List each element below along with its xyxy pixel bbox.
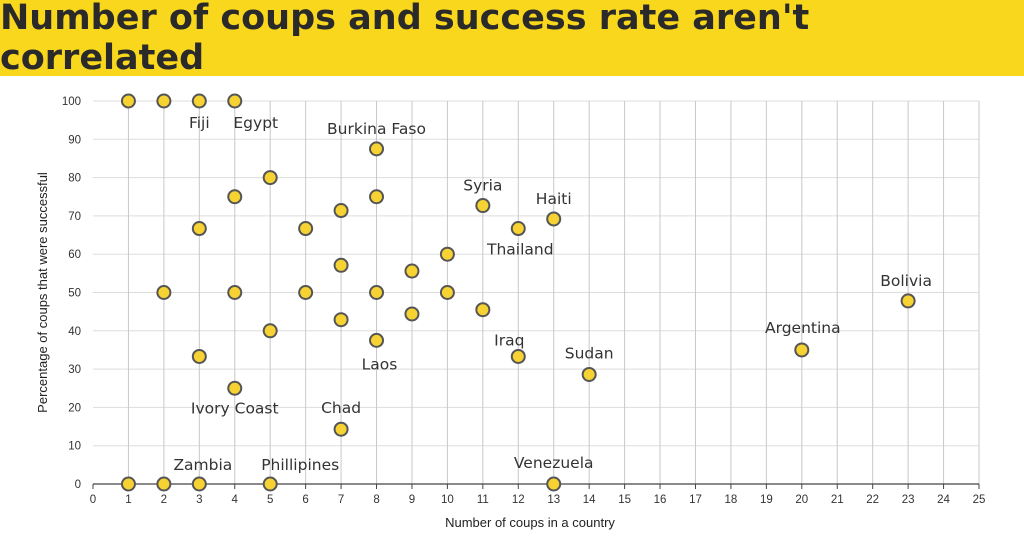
data-point [191, 348, 207, 364]
x-tick-label: 22 [866, 494, 879, 506]
data-point [510, 221, 526, 237]
data-point [369, 332, 385, 348]
x-tick-label: 18 [725, 494, 738, 506]
point-annotation: Egypt [233, 114, 278, 132]
title-banner: Number of coups and success rate aren't … [0, 0, 1024, 78]
data-point [404, 263, 420, 279]
x-tick-label: 4 [232, 494, 239, 506]
point-annotation: Argentina [765, 319, 841, 337]
data-point [333, 257, 349, 273]
point-annotation: Zambia [173, 456, 232, 474]
point-annotation: Iraq [494, 331, 524, 349]
y-tick-label: 70 [68, 211, 81, 223]
point-annotation: Ivory Coast [191, 399, 279, 417]
x-tick-label: 14 [583, 494, 596, 506]
x-tick-label: 17 [689, 494, 702, 506]
x-tick-label: 8 [373, 494, 379, 506]
x-axis-title: Number of coups in a country [445, 515, 615, 530]
x-tick-label: 0 [90, 494, 96, 506]
point-annotation: Venezuela [514, 454, 594, 472]
y-tick-label: 90 [68, 134, 81, 146]
data-point [369, 285, 385, 300]
x-tick-label: 12 [512, 494, 525, 506]
y-tick-label: 80 [68, 173, 81, 185]
chart-title: Number of coups and success rate aren't … [0, 0, 810, 78]
x-tick-label: 15 [618, 494, 631, 506]
point-annotation: Phillipines [261, 456, 339, 474]
y-tick-label: 100 [62, 96, 81, 108]
data-point [333, 421, 349, 437]
point-annotation: Sudan [565, 344, 614, 362]
data-point [227, 380, 243, 396]
x-tick-label: 23 [902, 494, 915, 506]
x-tick-label: 13 [547, 494, 560, 506]
data-point [475, 302, 491, 318]
data-point [510, 348, 526, 364]
data-point [120, 476, 136, 492]
point-annotation: Thailand [486, 241, 554, 259]
x-tick-label: 2 [161, 494, 167, 506]
y-tick-label: 20 [68, 402, 81, 414]
point-annotation: Burkina Faso [327, 120, 426, 138]
data-point [191, 221, 207, 237]
data-point [546, 211, 562, 227]
x-tick-label: 10 [441, 494, 454, 506]
data-point [794, 342, 810, 358]
data-point [156, 93, 172, 109]
point-annotation: Syria [463, 177, 502, 195]
x-tick-label: 16 [654, 494, 667, 506]
data-point [333, 312, 349, 328]
data-point [546, 476, 562, 492]
data-point [475, 198, 491, 214]
y-tick-label: 40 [68, 326, 81, 338]
x-tick-label: 1 [125, 494, 131, 506]
x-tick-label: 19 [760, 494, 773, 506]
data-point [298, 221, 314, 237]
x-tick-label: 9 [409, 494, 415, 506]
data-point [439, 285, 455, 300]
data-point [227, 285, 243, 300]
data-point [333, 203, 349, 219]
data-point [262, 476, 278, 492]
x-tick-label: 5 [267, 494, 273, 506]
data-point [298, 285, 314, 300]
data-point [369, 189, 385, 205]
y-tick-label: 10 [68, 441, 81, 453]
data-point [191, 93, 207, 109]
point-annotation: Haiti [536, 190, 572, 208]
x-tick-label: 21 [831, 494, 844, 506]
x-tick-label: 7 [338, 494, 344, 506]
point-annotation: Chad [321, 399, 361, 417]
data-point [439, 246, 455, 262]
y-tick-label: 50 [68, 288, 81, 300]
data-point [404, 306, 420, 322]
x-tick-label: 11 [477, 494, 489, 506]
point-annotation: Fiji [189, 114, 210, 132]
point-annotation: Bolivia [880, 272, 932, 290]
x-tick-label: 3 [196, 494, 202, 506]
data-point [581, 366, 597, 382]
x-tick-label: 24 [937, 494, 950, 506]
data-point [262, 323, 278, 339]
data-point [191, 476, 207, 492]
data-point [120, 93, 136, 109]
y-tick-label: 60 [68, 249, 81, 261]
data-point [900, 293, 916, 309]
data-point [227, 189, 243, 205]
data-point [227, 93, 243, 109]
data-point [156, 476, 172, 492]
data-point [262, 170, 278, 186]
data-point [369, 141, 385, 157]
y-tick-label: 30 [68, 364, 81, 376]
point-annotation: Laos [362, 355, 398, 373]
x-tick-label: 20 [795, 494, 808, 506]
x-tick-label: 25 [973, 494, 986, 506]
y-axis-title: Percentage of coups that were successful [35, 172, 50, 413]
y-tick-label: 0 [75, 479, 81, 491]
data-point [156, 285, 172, 300]
x-tick-label: 6 [302, 494, 308, 506]
